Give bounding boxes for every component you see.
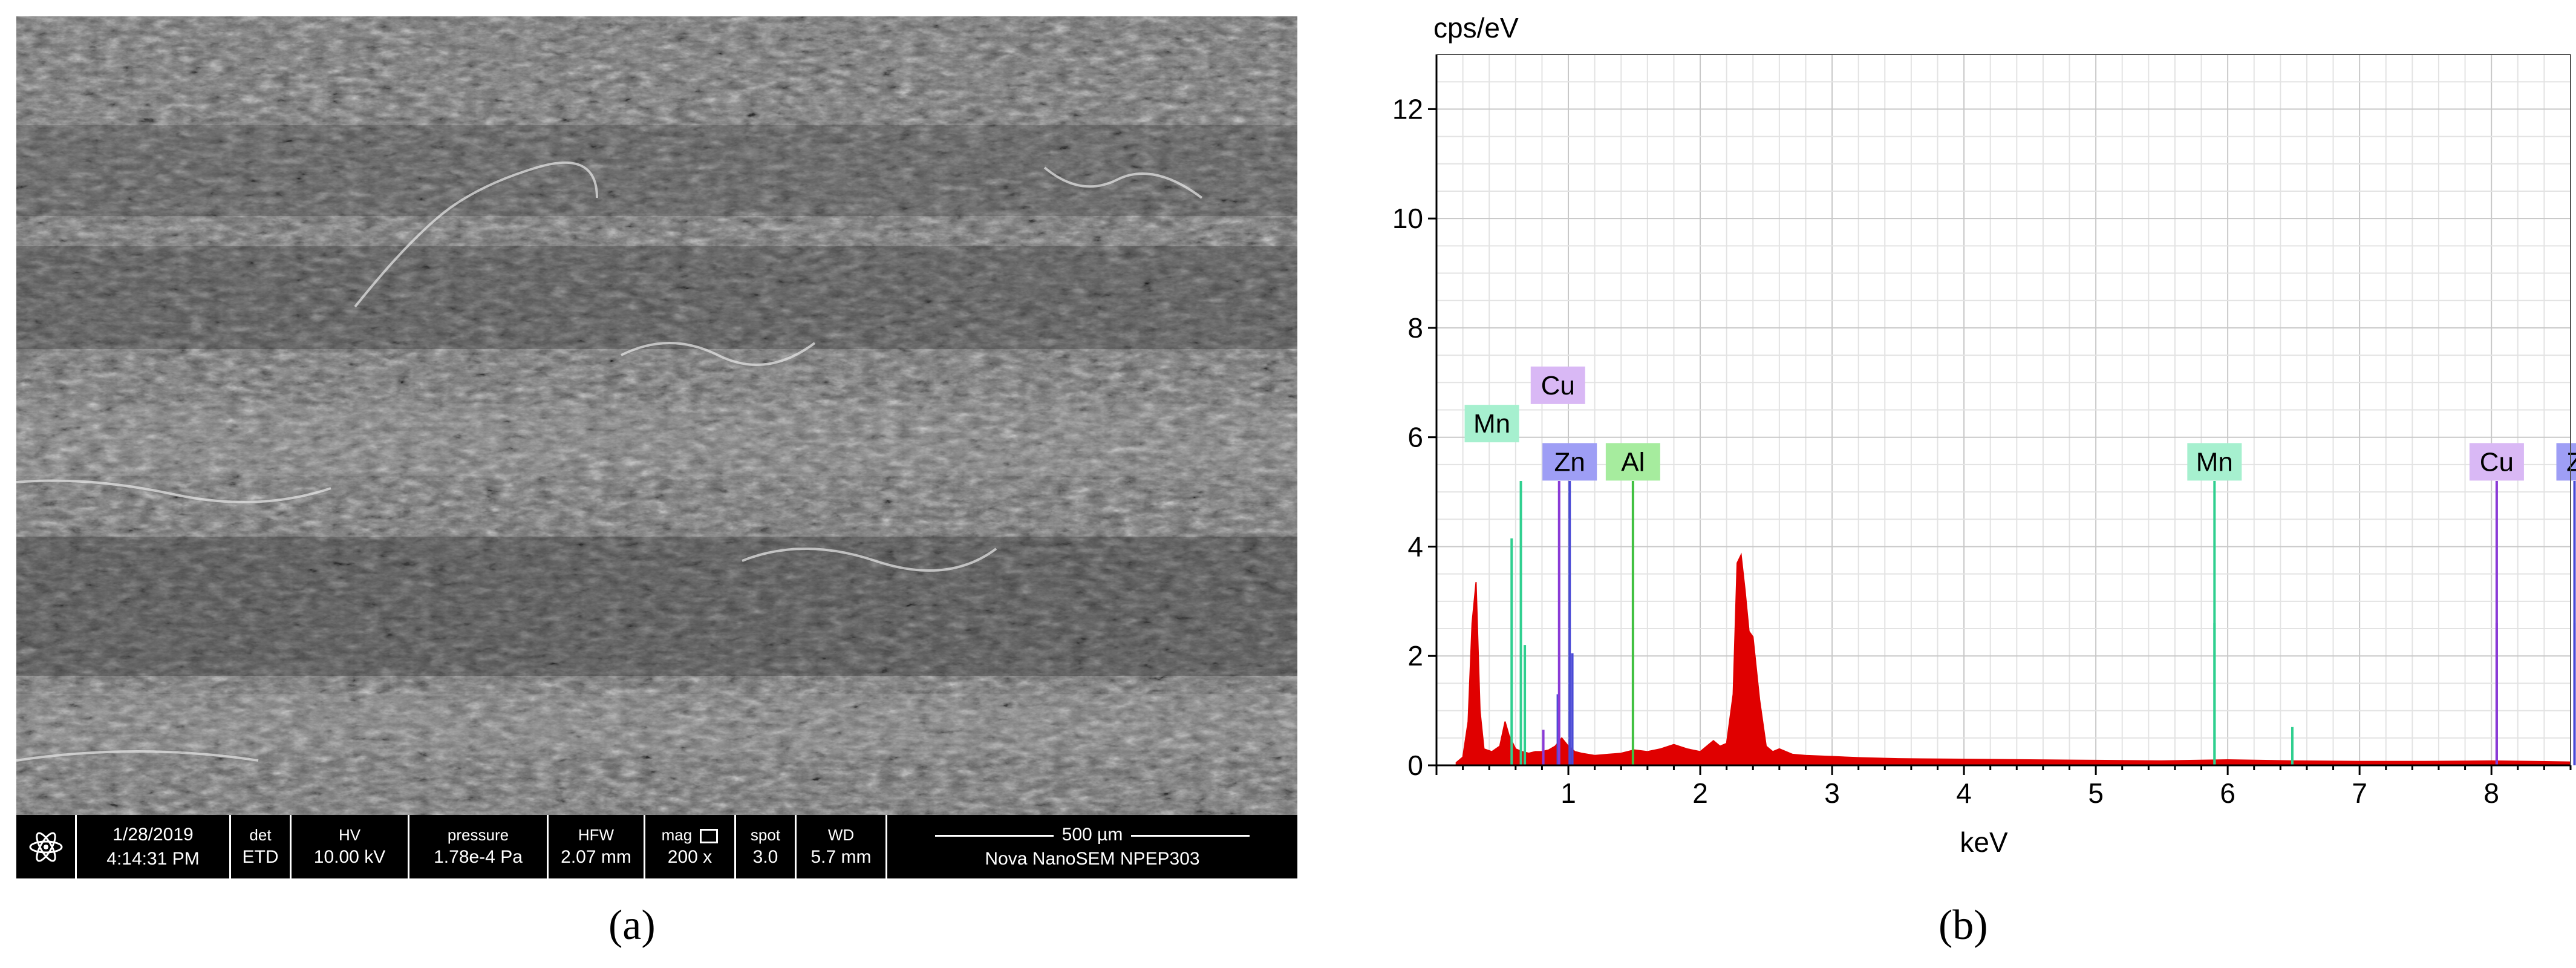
y-tick-label: 0 xyxy=(1407,750,1423,781)
element-label-box xyxy=(1605,443,1660,481)
element-label-text: Al xyxy=(1621,447,1645,477)
element-label-text: Zn xyxy=(1554,447,1585,477)
databar-mag-header: mag xyxy=(662,825,719,845)
instrument-logo xyxy=(16,815,77,878)
y-tick-label: 2 xyxy=(1407,640,1423,672)
x-tick-label: 1 xyxy=(1560,777,1576,809)
databar-hfw-value: 2.07 mm xyxy=(561,846,631,867)
databar-wd-value: 5.7 mm xyxy=(810,846,872,867)
databar-scale: 500 µm Nova NanoSEM NPEP303 xyxy=(887,815,1297,878)
databar-hfw-label: HFW xyxy=(578,825,615,844)
spectrum-area-layer xyxy=(1455,552,2571,766)
databar-hv-label: HV xyxy=(338,825,361,844)
element-label-cu: Cu xyxy=(2469,443,2524,481)
element-label-mn: Mn xyxy=(2187,443,2242,481)
element-label-text: Mn xyxy=(1473,409,1510,439)
databar-spot-label: spot xyxy=(750,825,781,844)
databar-det: det ETD xyxy=(231,815,292,878)
x-tick-label: 3 xyxy=(1824,777,1840,809)
scale-bar-label: 500 µm xyxy=(1053,824,1132,845)
sem-panel: 1/28/2019 4:14:31 PM det ETD HV 10.00 kV… xyxy=(16,16,1297,878)
x-tick-label: 5 xyxy=(2088,777,2104,809)
element-label-z: Z xyxy=(2556,443,2576,481)
y-tick-label: 4 xyxy=(1407,531,1423,562)
databar-hv-value: 10.00 kV xyxy=(313,846,386,867)
element-label-mn: Mn xyxy=(1464,405,1519,443)
x-tick-label: 7 xyxy=(2352,777,2367,809)
scale-bar: 500 µm xyxy=(935,823,1250,847)
databar-instrument: Nova NanoSEM NPEP303 xyxy=(985,848,1200,869)
element-label-box xyxy=(1542,443,1597,481)
databar-hfw: HFW 2.07 mm xyxy=(549,815,645,878)
databar-det-label: det xyxy=(249,825,272,844)
element-label-box xyxy=(1464,405,1519,443)
element-label-zn: Zn xyxy=(1542,443,1597,481)
element-label-box xyxy=(2556,443,2576,481)
x-tick-label: 6 xyxy=(2220,777,2235,809)
databar-wd-label: WD xyxy=(827,825,855,844)
y-tick-label: 6 xyxy=(1407,422,1423,453)
databar-mag-label: mag xyxy=(661,825,693,844)
databar-time: 4:14:31 PM xyxy=(106,848,200,869)
databar-pressure: pressure 1.78e-4 Pa xyxy=(409,815,549,878)
databar-pressure-value: 1.78e-4 Pa xyxy=(434,846,523,867)
databar-spot: spot 3.0 xyxy=(736,815,797,878)
element-labels-layer: Cu Mn Zn Al Mn Cu Z xyxy=(1464,366,2576,481)
caption-a: (a) xyxy=(608,902,656,949)
element-label-text: Mn xyxy=(2196,447,2233,477)
databar-pressure-label: pressure xyxy=(447,825,509,844)
element-label-box xyxy=(1530,366,1585,404)
databar-datetime: 1/28/2019 4:14:31 PM xyxy=(77,815,231,878)
databar-wd: WD 5.7 mm xyxy=(797,815,887,878)
sem-databar: 1/28/2019 4:14:31 PM det ETD HV 10.00 kV… xyxy=(16,815,1297,878)
x-tick-label: 4 xyxy=(1956,777,1972,809)
element-label-al: Al xyxy=(1605,443,1660,481)
element-label-text: Cu xyxy=(2480,447,2514,477)
x-tick-label: 2 xyxy=(1692,777,1708,809)
element-label-box xyxy=(2187,443,2242,481)
atom-icon xyxy=(29,832,62,862)
x-tick-label: 8 xyxy=(2483,777,2499,809)
databar-spot-value: 3.0 xyxy=(752,846,778,867)
y-tick-label: 8 xyxy=(1407,312,1423,344)
element-label-text: Cu xyxy=(1541,371,1575,401)
sem-micrograph xyxy=(16,16,1297,815)
databar-mag-value: 200 x xyxy=(667,846,712,867)
mag-square-icon xyxy=(700,828,719,843)
eds-spectrum-panel: Cu Mn Zn Al Mn Cu Z 0 2 4 6 8 10 12 1 2 3 4 5 6 7 8 cps/eV k… xyxy=(1355,6,2576,871)
element-label-cu: Cu xyxy=(1530,366,1585,404)
y-tick-label: 12 xyxy=(1392,93,1423,125)
sem-surface-texture xyxy=(16,16,1297,815)
element-label-box xyxy=(2469,443,2524,481)
x-axis-label: keV xyxy=(1960,826,2008,858)
y-axis-label: cps/eV xyxy=(1433,12,1519,44)
databar-hv: HV 10.00 kV xyxy=(292,815,409,878)
chart-grid xyxy=(1436,54,2571,766)
databar-date: 1/28/2019 xyxy=(112,824,194,845)
spectrum-series-0 xyxy=(1455,552,2571,766)
y-tick-label: 10 xyxy=(1392,203,1423,234)
element-lines-layer xyxy=(1510,481,2576,765)
databar-det-value: ETD xyxy=(242,846,279,867)
element-label-text: Z xyxy=(2566,447,2576,477)
caption-b: (b) xyxy=(1939,902,1988,949)
databar-mag: mag 200 x xyxy=(645,815,736,878)
